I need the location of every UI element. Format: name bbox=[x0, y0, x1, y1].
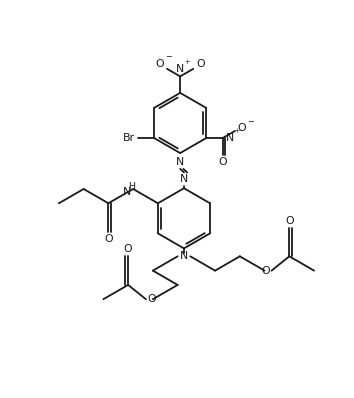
Text: −: − bbox=[247, 117, 253, 126]
Text: N: N bbox=[176, 157, 184, 167]
Text: O: O bbox=[218, 157, 227, 167]
Text: Br: Br bbox=[123, 133, 135, 143]
Text: N: N bbox=[123, 187, 131, 197]
Text: N: N bbox=[180, 174, 188, 184]
Text: O: O bbox=[237, 123, 246, 133]
Text: O: O bbox=[156, 59, 164, 69]
Text: O: O bbox=[196, 59, 205, 69]
Text: O: O bbox=[285, 216, 294, 226]
Text: O: O bbox=[262, 265, 270, 276]
Text: O: O bbox=[104, 234, 113, 244]
Text: O: O bbox=[147, 294, 156, 304]
Text: N: N bbox=[176, 64, 184, 74]
Text: +: + bbox=[234, 128, 239, 134]
Text: H: H bbox=[128, 182, 135, 191]
Text: O: O bbox=[124, 244, 132, 254]
Text: +: + bbox=[184, 59, 190, 65]
Text: N: N bbox=[180, 251, 188, 261]
Text: −: − bbox=[166, 52, 172, 61]
Text: N: N bbox=[225, 133, 234, 143]
